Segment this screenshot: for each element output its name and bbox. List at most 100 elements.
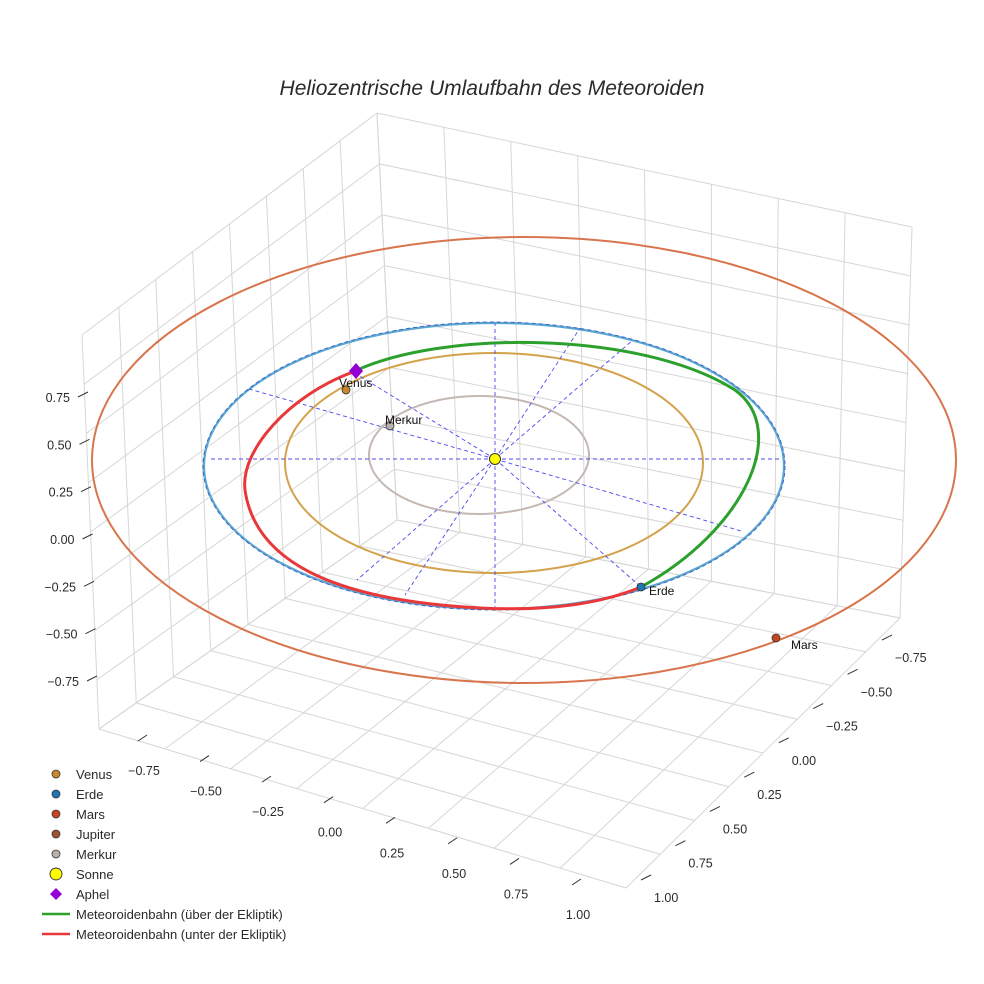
axis-ticks: −0.75 −0.50 −0.25 0.00 0.25 0.50 0.75 1.00 −0.75… bbox=[44, 391, 926, 922]
legend-item-merkur[interactable]: Merkur bbox=[38, 844, 358, 864]
legend-label: Jupiter bbox=[76, 826, 116, 842]
grid-line bbox=[379, 163, 911, 277]
grid-line bbox=[83, 163, 380, 385]
legend-item-venus[interactable]: Venus bbox=[38, 764, 358, 784]
tick-mark bbox=[77, 391, 89, 398]
legend-item-jupiter[interactable]: Jupiter bbox=[38, 824, 358, 844]
grid-line bbox=[247, 624, 764, 754]
tick-mark bbox=[323, 796, 334, 804]
legend-label: Mars bbox=[76, 806, 105, 822]
z-tick-label: 0.75 bbox=[46, 391, 70, 405]
y-tick-label: 1.00 bbox=[654, 891, 678, 905]
legend-label: Venus bbox=[76, 766, 113, 782]
x-tick-label: 0.75 bbox=[504, 887, 528, 901]
legend-symbol bbox=[42, 932, 70, 936]
x-tick-label: 1.00 bbox=[566, 908, 590, 922]
grid-line bbox=[376, 112, 913, 228]
grid-line bbox=[428, 580, 712, 829]
tick-mark bbox=[640, 874, 652, 881]
radial-line bbox=[404, 458, 496, 596]
legend-symbol bbox=[42, 912, 70, 916]
legend-item-sonne[interactable]: Sonne bbox=[38, 864, 358, 884]
meteoroid-orbit-below-ecliptic bbox=[243, 370, 642, 611]
legend-symbol bbox=[49, 867, 63, 881]
tick-mark bbox=[744, 771, 755, 778]
radial-line bbox=[494, 458, 742, 532]
tick-mark bbox=[812, 703, 824, 710]
grid-line bbox=[625, 617, 901, 889]
sun-marker bbox=[489, 453, 501, 465]
aphel-marker bbox=[349, 363, 363, 379]
legend-label: Sonne bbox=[76, 866, 114, 882]
z-tick-label: 0.50 bbox=[47, 438, 71, 452]
tick-mark bbox=[83, 580, 95, 587]
tick-mark bbox=[709, 805, 721, 812]
y-tick-label: 0.00 bbox=[792, 754, 816, 768]
legend-item-meteoroid-above[interactable]: Meteoroidenbahn (über der Ekliptik) bbox=[38, 904, 358, 924]
x-tick-label: −0.25 bbox=[252, 805, 284, 819]
radial-line bbox=[248, 388, 496, 460]
axis-grid bbox=[81, 112, 913, 889]
x-tick-label: 0.00 bbox=[318, 826, 342, 840]
tick-mark bbox=[675, 840, 686, 847]
grid-line bbox=[90, 316, 388, 533]
radial-line bbox=[352, 371, 496, 460]
chart-title: Heliozentrische Umlaufbahn des Meteoroid… bbox=[280, 77, 705, 100]
legend-symbol bbox=[51, 809, 61, 819]
planet-mars: Mars bbox=[771, 633, 818, 652]
legend-item-aphel[interactable]: Aphel bbox=[38, 884, 358, 904]
y-tick-label: −0.75 bbox=[895, 651, 927, 665]
x-tick-label: 0.50 bbox=[442, 867, 466, 881]
tick-mark bbox=[847, 668, 858, 675]
grid-line bbox=[559, 605, 838, 869]
orbit-mars bbox=[91, 236, 957, 684]
y-tick-label: 0.75 bbox=[688, 857, 712, 871]
tick-mark bbox=[261, 775, 272, 783]
x-tick-label: 0.25 bbox=[380, 846, 404, 860]
z-tick-label: 0.00 bbox=[50, 533, 74, 547]
radial-line bbox=[356, 458, 496, 581]
x-tick-label: −0.50 bbox=[190, 785, 222, 799]
grid-line bbox=[396, 519, 901, 619]
tick-mark bbox=[509, 858, 520, 865]
y-tick-label: −0.50 bbox=[861, 685, 893, 699]
grid-line bbox=[386, 316, 907, 423]
z-tick-label: −0.50 bbox=[46, 628, 78, 642]
grid-line bbox=[92, 366, 390, 582]
legend-item-erde[interactable]: Erde bbox=[38, 784, 358, 804]
y-tick-label: 0.25 bbox=[757, 788, 781, 802]
grid-line bbox=[391, 417, 904, 521]
legend-symbol bbox=[51, 769, 61, 779]
tick-mark bbox=[447, 837, 458, 845]
meteoroid-orbit-above-ecliptic bbox=[352, 341, 761, 589]
tick-mark bbox=[571, 878, 582, 886]
orbit-venus bbox=[284, 352, 704, 574]
tick-mark bbox=[778, 737, 789, 744]
radial-line bbox=[494, 458, 642, 588]
grid-line bbox=[389, 366, 905, 472]
grid-line bbox=[88, 265, 385, 484]
grid-line bbox=[85, 214, 383, 434]
tick-mark bbox=[86, 675, 98, 682]
legend-label: Erde bbox=[76, 786, 104, 802]
legend-item-mars[interactable]: Mars bbox=[38, 804, 358, 824]
grid-line bbox=[81, 112, 378, 336]
legend-symbol bbox=[50, 888, 62, 900]
y-tick-label: 0.50 bbox=[723, 822, 747, 836]
planet-venus: Venus bbox=[339, 376, 372, 395]
planet-label-merkur: Merkur bbox=[385, 413, 422, 427]
radial-line bbox=[494, 327, 581, 460]
tick-mark bbox=[85, 628, 96, 635]
tick-mark bbox=[82, 533, 93, 540]
legend: Venus Erde Mars Jupiter Merkur Sonne Aph… bbox=[38, 764, 358, 944]
legend-symbol bbox=[51, 849, 61, 859]
y-tick-label: −0.25 bbox=[826, 720, 858, 734]
orbit-merkur bbox=[368, 395, 590, 515]
legend-item-meteoroid-below[interactable]: Meteoroidenbahn (unter der Ekliptik) bbox=[38, 924, 358, 944]
legend-label: Merkur bbox=[76, 846, 117, 862]
grid-line bbox=[381, 214, 910, 326]
planet-label-erde: Erde bbox=[649, 584, 675, 598]
planet-label-venus: Venus bbox=[339, 376, 372, 390]
grid-line bbox=[285, 597, 798, 720]
